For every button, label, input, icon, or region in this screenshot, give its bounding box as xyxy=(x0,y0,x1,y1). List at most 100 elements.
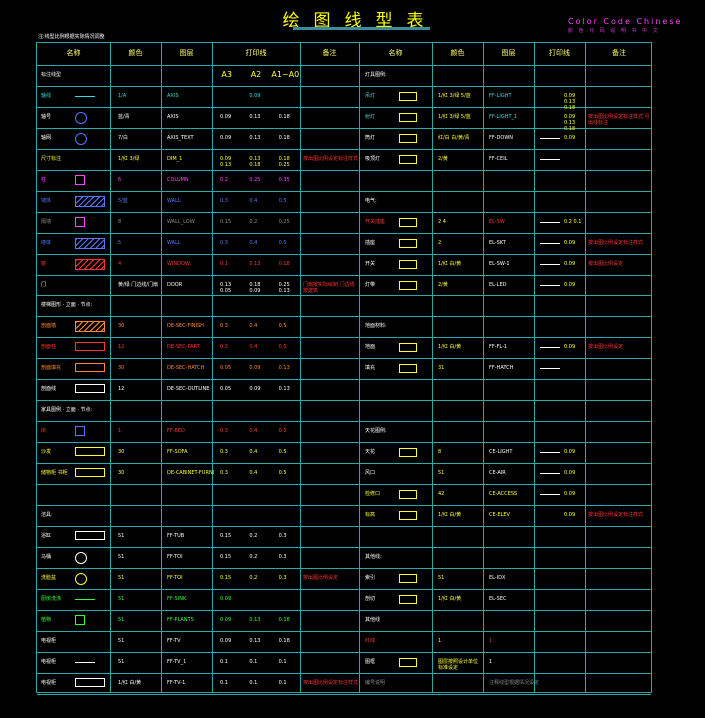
table-cell: 0.35 xyxy=(278,176,290,183)
legend-symbol xyxy=(399,217,417,227)
table-cell: 0.05 xyxy=(220,365,232,372)
print-line-sample xyxy=(540,494,560,495)
row-divider xyxy=(37,358,651,360)
table-cell: 30 xyxy=(118,449,125,456)
column-header: 备注 xyxy=(322,49,337,57)
table-cell: 0.09 xyxy=(564,449,576,456)
legend-symbol xyxy=(399,238,417,248)
table-cell: 0.5 xyxy=(278,428,287,435)
column-divider xyxy=(359,43,360,692)
table-cell: 吊灯 xyxy=(365,92,376,99)
table-cell: 51 xyxy=(438,470,445,477)
table-cell: 0.18 xyxy=(278,616,290,623)
table-cell: WALL xyxy=(167,239,181,246)
table-cell: 索引 xyxy=(365,574,376,581)
table-cell: 1/A xyxy=(118,92,127,99)
row-divider xyxy=(37,651,651,653)
table-cell: 1/红 白/黄 xyxy=(438,511,462,518)
table-cell: 0.4 xyxy=(249,449,258,456)
table-cell: 电气: xyxy=(365,197,377,204)
table-cell: 0.3 xyxy=(278,532,287,539)
table-cell: 0.13 xyxy=(249,113,261,120)
column-header: 备注 xyxy=(612,49,626,57)
table-cell: 0.4 xyxy=(249,428,258,435)
legend-symbol xyxy=(399,154,417,164)
print-line-sample xyxy=(540,221,560,223)
row-divider xyxy=(37,127,651,129)
table-cell: 0.5 xyxy=(278,197,287,204)
column-header: 颜色 xyxy=(450,49,465,57)
table-cell: 0.09 xyxy=(564,134,576,141)
table-cell: 剖切 xyxy=(365,595,376,602)
table-cell: 0.09 xyxy=(564,344,576,351)
table-cell: 0.13 xyxy=(249,637,261,644)
print-line-sample xyxy=(540,284,560,286)
brand-line-2: 颜 色 代 码 说 明 书 中 文 xyxy=(568,28,660,34)
legend-symbol xyxy=(75,321,105,333)
table-cell: 1/红 3/绿 5/蓝 xyxy=(438,92,471,99)
table-cell: DIM_1 xyxy=(167,155,183,162)
print-line-sample xyxy=(540,137,560,139)
table-cell: 1 xyxy=(489,637,493,644)
table-cell: 51 xyxy=(438,574,445,581)
table-cell: 0.25 0.13 xyxy=(278,281,290,294)
table-cell: EL-LED xyxy=(489,281,507,288)
table-cell: 按出图比例设定 xyxy=(588,260,624,267)
table-cell: 天花 xyxy=(365,449,376,456)
title-underline xyxy=(293,27,430,30)
table-cell: 30 xyxy=(118,323,125,330)
table-cell: 0.09 xyxy=(249,386,261,393)
table-cell: 按出图比例设定 xyxy=(588,344,624,351)
table-cell: 开关插座 xyxy=(365,218,386,225)
table-cell: 灯带 xyxy=(365,281,376,288)
column-header: 名称 xyxy=(388,49,403,57)
legend-symbol xyxy=(75,551,87,564)
table-cell: FF-TOI xyxy=(167,553,183,560)
table-cell: 填充 xyxy=(365,365,376,372)
legend-symbol xyxy=(75,468,105,478)
table-cell: 窗 xyxy=(41,260,47,267)
table-cell: 0.09 xyxy=(220,134,232,141)
legend-symbol xyxy=(399,133,417,143)
column-divider xyxy=(585,43,586,692)
table-cell: FF-CEIL xyxy=(489,155,508,162)
column-divider xyxy=(161,43,162,692)
legend-symbol xyxy=(75,363,105,373)
print-line-sample xyxy=(540,347,560,349)
table-cell: 42 xyxy=(438,491,445,497)
table-cell: DE-SEC-OUTLINE xyxy=(167,386,210,393)
table-cell: 0.09 xyxy=(220,637,232,644)
column-header: 图层 xyxy=(179,49,194,57)
table-cell: 柱 xyxy=(41,176,47,183)
row-divider xyxy=(37,65,651,66)
row-divider xyxy=(37,672,651,674)
table-cell: 按出图比例设定 xyxy=(303,574,339,581)
table-cell: CE-LIGHT xyxy=(489,449,513,456)
table-cell: FF-TUB xyxy=(167,532,185,539)
table-cell: FF-LIGHT_1 xyxy=(489,113,518,120)
table-cell: 图框 xyxy=(365,658,376,665)
legend-symbol xyxy=(399,343,417,353)
table-cell: 0.09 xyxy=(220,595,232,602)
table-cell: 0.18 xyxy=(278,260,290,267)
linetype-table: 名称 颜色 图层 打印线 备注 名称 颜色 图层 打印线 备注 A3 A2 A1~A0 标注线型 轴线 1/A… xyxy=(36,42,652,695)
table-cell: 剖面墙 xyxy=(41,323,57,330)
legend-symbol xyxy=(75,614,85,625)
table-cell: 0.4 xyxy=(249,323,258,330)
table-cell: 标高 xyxy=(365,511,376,518)
table-cell: 6 xyxy=(118,176,122,183)
column-divider xyxy=(432,43,433,692)
table-cell: 0.1 xyxy=(220,679,228,686)
table-cell: FF-SINK xyxy=(167,595,187,602)
table-cell: 1/红 白/黄 xyxy=(118,679,142,686)
table-cell: 0.3 xyxy=(278,574,287,581)
print-size-label: A2 xyxy=(250,70,262,79)
table-cell: 0.09 xyxy=(249,92,261,99)
legend-symbol xyxy=(75,237,105,249)
row-divider xyxy=(37,463,651,465)
table-cell: 门扇按实际绘制 门边线按建筑 xyxy=(303,281,355,294)
row-divider xyxy=(37,630,651,632)
table-cell: 0.25 xyxy=(278,218,290,225)
table-cell: 吸顶灯 xyxy=(365,155,381,162)
table-cell: 51 xyxy=(118,658,125,665)
